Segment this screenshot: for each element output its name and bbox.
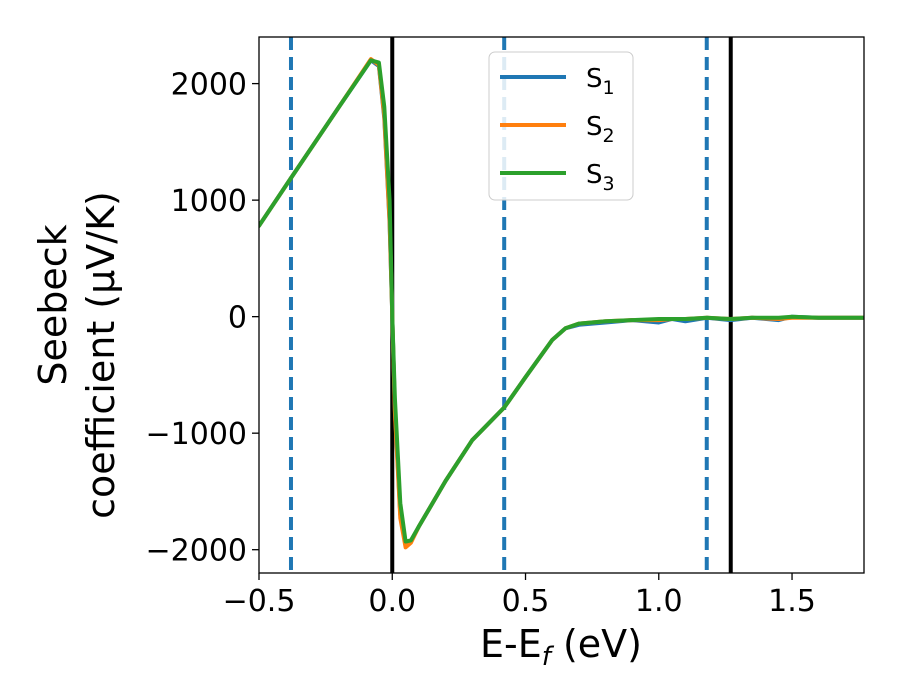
y-tick-label: −1000 bbox=[146, 417, 247, 452]
y-axis-ticks: 2000 1000 0 −1000 −2000 bbox=[146, 68, 259, 569]
y-tick-label: 2000 bbox=[171, 68, 247, 103]
x-axis-label: E-Ef (eV) bbox=[480, 622, 642, 672]
x-tick-label: −0.5 bbox=[223, 584, 296, 619]
y-tick-label: 1000 bbox=[171, 184, 247, 219]
legend: S1 S2 S3 bbox=[488, 51, 634, 201]
legend-label-S1: S1 bbox=[586, 64, 615, 99]
y-axis-label-line2: coefficient (μV/K) bbox=[79, 191, 123, 519]
x-tick-label: 0.0 bbox=[368, 584, 416, 619]
y-tick-label: 0 bbox=[228, 301, 247, 336]
series-lines bbox=[259, 57, 864, 550]
series-line-S3 bbox=[259, 58, 864, 544]
x-tick-label: 1.0 bbox=[635, 584, 683, 619]
x-tick-label: 1.5 bbox=[768, 584, 816, 619]
legend-label-S2: S2 bbox=[586, 112, 615, 147]
x-tick-label: 0.5 bbox=[502, 584, 550, 619]
y-axis-label-line1: Seebeck bbox=[31, 224, 75, 385]
x-axis-ticks: −0.5 0.0 0.5 1.0 1.5 bbox=[223, 573, 816, 619]
y-tick-label: −2000 bbox=[146, 534, 247, 569]
legend-label-S3: S3 bbox=[586, 160, 615, 195]
plot-frame bbox=[258, 36, 865, 574]
y-axis-label: Seebeck coefficient (μV/K) bbox=[31, 191, 123, 519]
